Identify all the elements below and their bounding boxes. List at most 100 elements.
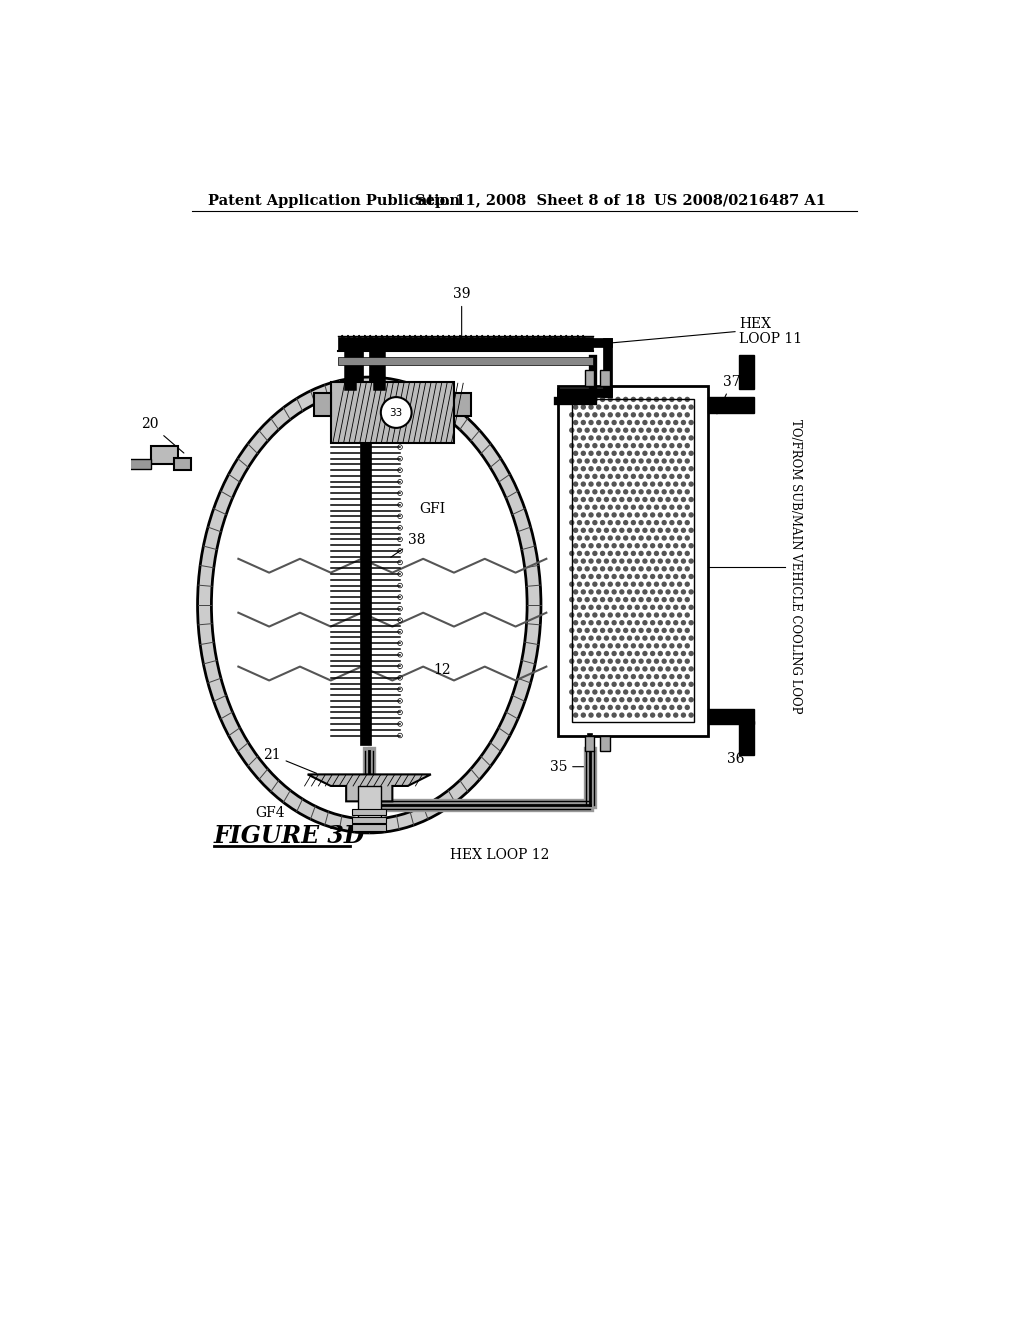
Circle shape [611,635,616,640]
Circle shape [623,490,629,495]
Bar [739,355,755,389]
Circle shape [631,659,636,664]
Circle shape [646,397,651,403]
Circle shape [666,574,671,579]
Circle shape [572,404,579,409]
Text: FIGURE 3D: FIGURE 3D [214,824,366,847]
Circle shape [669,520,675,525]
Circle shape [581,620,586,626]
Circle shape [653,582,659,587]
Circle shape [611,605,616,610]
Circle shape [596,620,601,626]
Circle shape [673,404,679,409]
Circle shape [589,404,594,409]
Circle shape [666,651,671,656]
Circle shape [653,536,659,541]
Circle shape [635,450,640,455]
Circle shape [577,444,583,449]
Circle shape [585,428,590,433]
Circle shape [631,582,636,587]
Circle shape [662,504,667,510]
Circle shape [569,474,574,479]
Circle shape [681,574,686,579]
Circle shape [607,659,613,664]
Circle shape [638,566,644,572]
Circle shape [681,697,686,702]
Circle shape [681,512,686,517]
Circle shape [677,643,682,648]
Circle shape [685,520,690,525]
Circle shape [646,675,651,680]
Circle shape [669,504,675,510]
Circle shape [650,420,655,425]
Circle shape [669,628,675,634]
Circle shape [604,420,609,425]
Circle shape [646,536,651,541]
Circle shape [585,490,590,495]
Bar [152,446,178,465]
Circle shape [577,474,583,479]
Circle shape [688,404,694,409]
Circle shape [631,550,636,556]
Circle shape [615,643,621,648]
Circle shape [677,582,682,587]
Circle shape [666,512,671,517]
Circle shape [600,458,605,463]
Circle shape [666,558,671,564]
Circle shape [604,713,609,718]
Circle shape [620,667,625,672]
Circle shape [653,628,659,634]
Bar [370,347,379,381]
Circle shape [627,635,632,640]
Circle shape [596,436,601,441]
Text: US 2008/0216487 A1: US 2008/0216487 A1 [654,194,826,207]
Circle shape [669,474,675,479]
Circle shape [592,536,598,541]
Circle shape [627,404,632,409]
Circle shape [581,482,586,487]
Circle shape [635,589,640,594]
Circle shape [646,444,651,449]
Circle shape [569,504,574,510]
Circle shape [685,582,690,587]
Circle shape [572,436,579,441]
Circle shape [638,643,644,648]
Circle shape [669,675,675,680]
Circle shape [635,558,640,564]
Circle shape [623,612,629,618]
Circle shape [666,496,671,502]
Circle shape [685,412,690,417]
Circle shape [589,450,594,455]
Circle shape [669,550,675,556]
Circle shape [666,404,671,409]
Circle shape [615,689,621,694]
Circle shape [620,543,625,548]
Circle shape [631,504,636,510]
Circle shape [642,681,647,686]
Circle shape [688,651,694,656]
Circle shape [611,558,616,564]
Circle shape [662,397,667,403]
Circle shape [589,558,594,564]
Circle shape [650,713,655,718]
Circle shape [589,620,594,626]
Circle shape [662,458,667,463]
Circle shape [681,651,686,656]
Circle shape [650,620,655,626]
Circle shape [673,496,679,502]
Circle shape [607,474,613,479]
Circle shape [623,659,629,664]
Circle shape [677,597,682,602]
Circle shape [631,689,636,694]
Circle shape [646,689,651,694]
Circle shape [604,681,609,686]
Circle shape [677,428,682,433]
Circle shape [569,612,574,618]
Circle shape [572,605,579,610]
Circle shape [607,550,613,556]
Circle shape [673,420,679,425]
Circle shape [569,428,574,433]
Circle shape [666,450,671,455]
Circle shape [673,482,679,487]
Circle shape [569,689,574,694]
